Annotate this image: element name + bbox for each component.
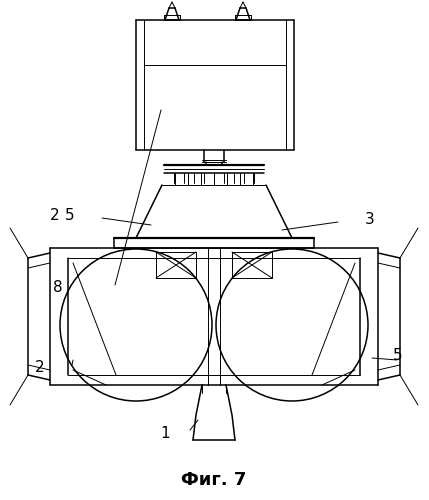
- Text: 3: 3: [365, 212, 375, 228]
- Text: 5: 5: [393, 348, 403, 362]
- Text: 1: 1: [160, 426, 170, 440]
- Text: Фиг. 7: Фиг. 7: [181, 471, 247, 489]
- Text: 2: 2: [35, 360, 45, 376]
- Text: 2: 2: [50, 208, 60, 222]
- Text: 8: 8: [53, 280, 63, 295]
- Text: 5: 5: [65, 208, 75, 222]
